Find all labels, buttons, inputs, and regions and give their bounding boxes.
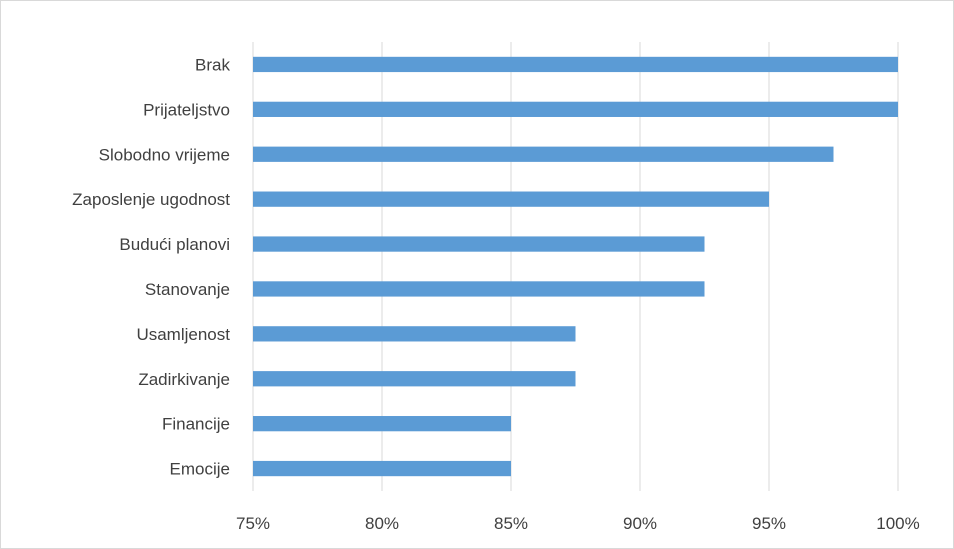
category-label: Prijateljstvo <box>143 100 230 119</box>
x-tick-labels: 75% 80% 85% 90% 95% 100% <box>236 514 920 533</box>
category-label: Financije <box>162 415 230 434</box>
category-label: Zaposlenje ugodnost <box>72 190 230 209</box>
bar <box>253 101 898 117</box>
bar <box>253 371 576 387</box>
bar <box>253 326 576 342</box>
x-tick-label: 80% <box>365 514 399 533</box>
bar <box>253 146 834 162</box>
bar <box>253 416 511 432</box>
bar <box>253 236 705 252</box>
category-label: Usamljenost <box>136 325 230 344</box>
bar <box>253 56 898 73</box>
x-tick-label: 95% <box>752 514 786 533</box>
x-tick-label: 75% <box>236 514 270 533</box>
category-label: Emocije <box>170 460 230 479</box>
category-label: Brak <box>195 55 230 74</box>
category-label: Budući planovi <box>119 235 230 254</box>
x-tick-label: 85% <box>494 514 528 533</box>
x-tick-label: 100% <box>876 514 919 533</box>
category-labels: Brak Prijateljstvo Slobodno vrijeme Zaposle… <box>72 55 230 478</box>
category-label: Stanovanje <box>145 280 230 299</box>
bar <box>253 460 511 477</box>
category-label: Slobodno vrijeme <box>99 145 230 164</box>
bar <box>253 191 769 207</box>
x-tick-label: 90% <box>623 514 657 533</box>
category-label: Zadirkivanje <box>138 370 230 389</box>
bar <box>253 281 705 297</box>
bars <box>253 56 898 477</box>
